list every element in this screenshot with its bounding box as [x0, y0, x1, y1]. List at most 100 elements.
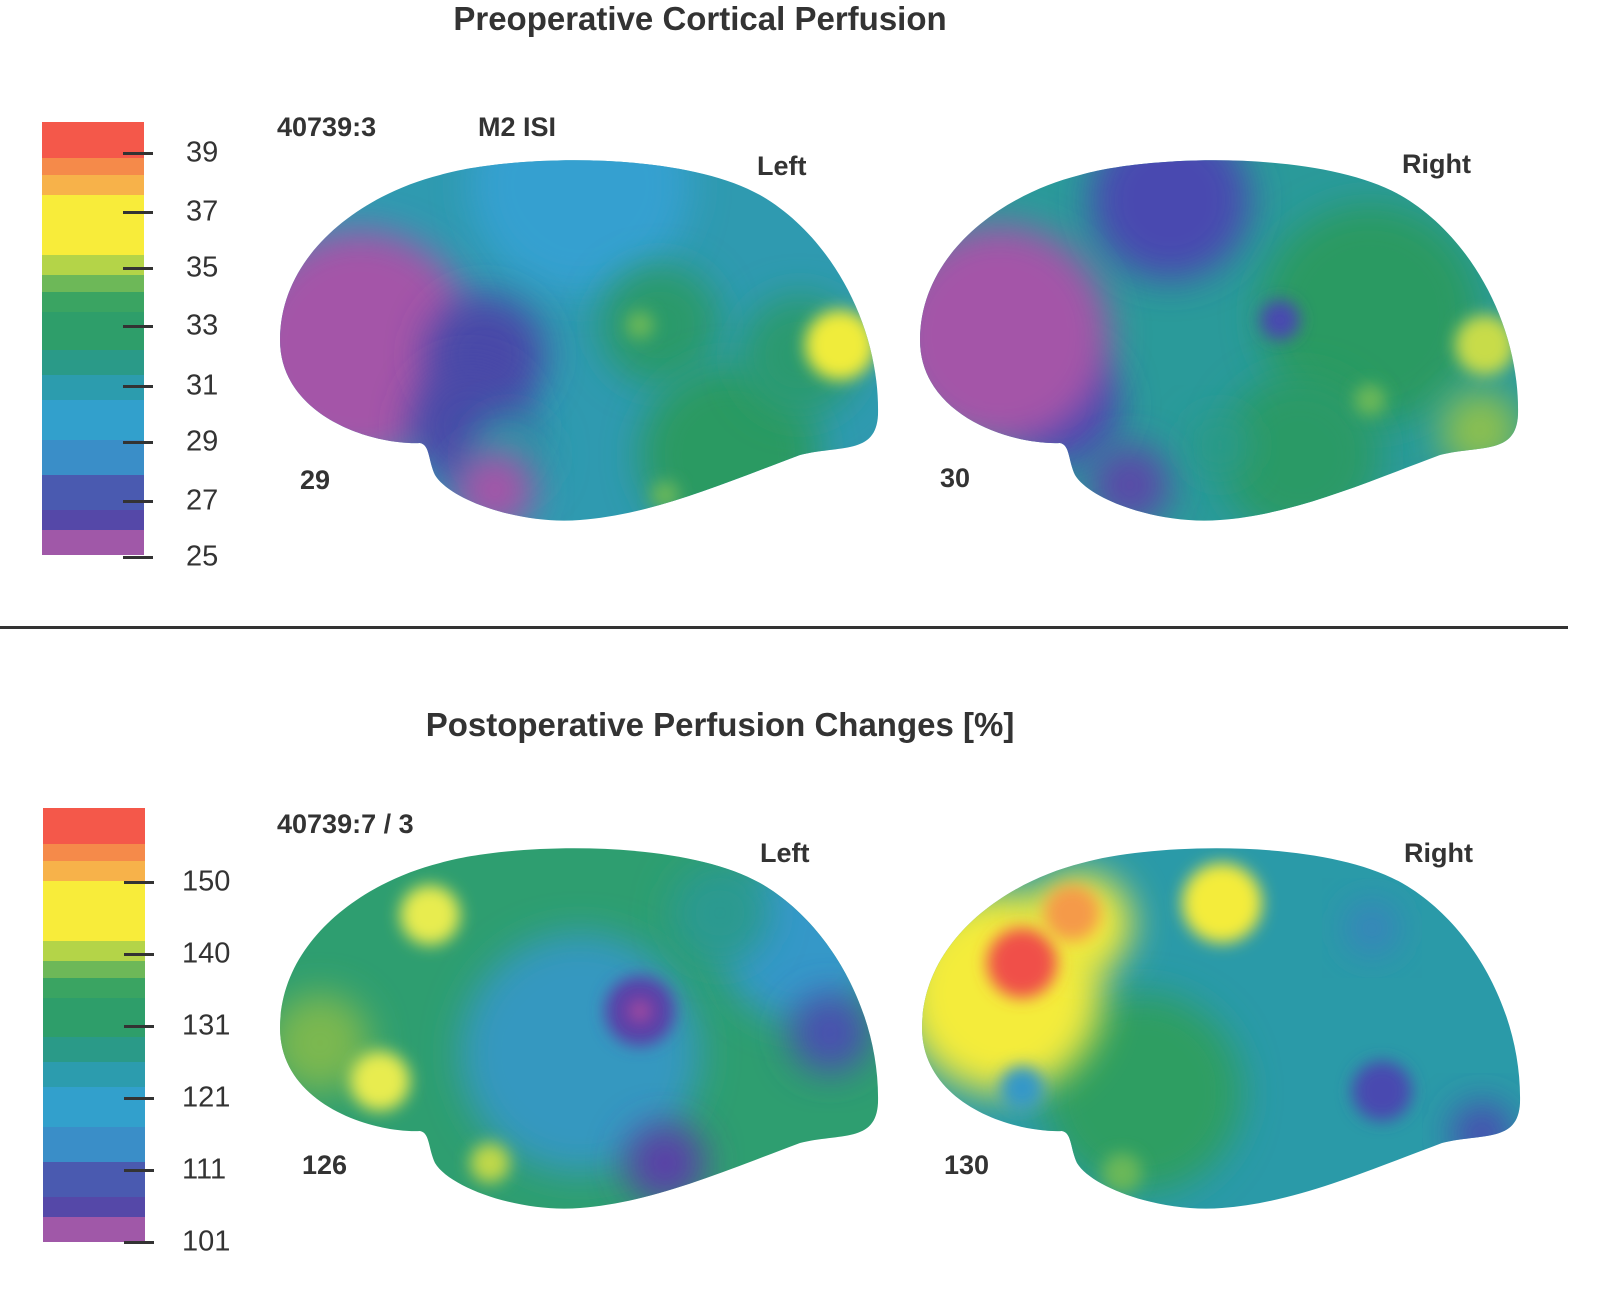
brain-map-postop-left	[280, 848, 879, 1209]
colorbar-band	[43, 941, 145, 962]
colorbar-tick-label: 27	[186, 484, 219, 517]
colorbar-band	[42, 400, 144, 440]
colorbar-tick	[123, 152, 153, 155]
perfusion-region	[1182, 863, 1262, 943]
colorbar-band	[43, 1126, 145, 1162]
perfusion-region	[625, 1123, 705, 1203]
perfusion-region	[1190, 415, 1250, 475]
perfusion-region	[920, 225, 1110, 445]
perfusion-region	[1452, 1103, 1512, 1163]
colorbar-tick-label: 111	[182, 1153, 227, 1186]
perfusion-region	[1455, 315, 1515, 375]
perfusion-region	[350, 1051, 410, 1111]
brain-map-preop-left	[280, 160, 879, 521]
colorbar-tick-label: 37	[186, 195, 219, 228]
perfusion-region	[1090, 445, 1170, 521]
colorbar-band	[43, 808, 145, 845]
colorbar-band	[43, 861, 145, 882]
colorbar-tick-label: 121	[182, 1081, 231, 1114]
colorbar-preoperative	[42, 122, 144, 555]
colorbar-tick-label: 140	[182, 937, 231, 970]
colorbar-tick	[124, 1025, 154, 1028]
colorbar-band	[43, 844, 145, 862]
perfusion-region	[400, 885, 460, 945]
colorbar-band	[42, 440, 144, 475]
colorbar-tick	[123, 267, 153, 270]
map-value-right: 30	[940, 463, 971, 493]
colorbar-band	[43, 1061, 145, 1087]
colorbar-tick-label: 150	[182, 865, 231, 898]
scan-id-label: 40739:3	[277, 112, 377, 142]
colorbar-band	[42, 158, 144, 175]
panel-title-postoperative: Postoperative Perfusion Changes [%]	[425, 706, 1015, 743]
perfusion-region	[1042, 993, 1242, 1193]
perfusion-region	[1347, 903, 1397, 953]
colorbar-tick-label: 29	[186, 425, 219, 458]
perfusion-region	[790, 993, 870, 1073]
perfusion-region	[1260, 205, 1480, 425]
hemisphere-label-right: Right	[1404, 838, 1473, 868]
colorbar-band	[43, 961, 145, 979]
colorbar-tick	[123, 500, 153, 503]
perfusion-region	[280, 993, 370, 1093]
colorbar-band	[43, 1196, 145, 1217]
colorbar-postoperative	[43, 808, 145, 1243]
perfusion-region	[470, 160, 690, 295]
colorbar-band	[42, 350, 144, 375]
colorbar-tick-label: 33	[186, 309, 219, 342]
colorbar-tick-label: 101	[182, 1225, 231, 1258]
colorbar-tick-label: 39	[186, 136, 219, 169]
colorbar-band	[42, 530, 144, 555]
perfusion-region	[987, 928, 1057, 998]
colorbar-tick	[123, 325, 153, 328]
brain-map-preop-right	[920, 160, 1519, 521]
brain-map-postop-right	[922, 848, 1521, 1209]
colorbar-band	[43, 998, 145, 1037]
hemisphere-label-right: Right	[1402, 149, 1471, 179]
perfusion-region	[470, 1143, 510, 1183]
perfusion-region	[1090, 160, 1250, 280]
perfusion-region	[1352, 1061, 1412, 1121]
perfusion-region	[651, 481, 679, 509]
colorbar-tick	[123, 385, 153, 388]
colorbar-band	[42, 292, 144, 312]
colorbar-tick	[123, 441, 153, 444]
colorbar-tick	[124, 1241, 154, 1244]
hemisphere-label-left: Left	[757, 151, 807, 181]
scan-id-label: 40739:7 / 3	[277, 809, 414, 839]
map-value-left: 126	[302, 1150, 348, 1180]
map-value-right: 130	[944, 1150, 990, 1180]
colorbar-band	[42, 312, 144, 350]
hemisphere-label-left: Left	[760, 838, 810, 868]
perfusion-region	[670, 863, 770, 963]
colorbar-band	[42, 255, 144, 275]
panel-title-preoperative: Preoperative Cortical Perfusion	[453, 0, 947, 37]
colorbar-tick	[123, 211, 153, 214]
colorbar-band	[43, 1036, 145, 1062]
colorbar-band	[42, 275, 144, 292]
perfusion-region	[1102, 1153, 1142, 1193]
colorbar-band	[43, 1216, 145, 1243]
colorbar-tick-label: 31	[186, 369, 219, 402]
perfusion-region	[1000, 1066, 1044, 1110]
colorbar-tick-label: 35	[186, 251, 219, 284]
colorbar-tick	[124, 1169, 154, 1172]
map-value-left: 29	[300, 465, 331, 495]
perfusion-region	[600, 265, 720, 385]
colorbar-band	[43, 881, 145, 942]
perfusion-region	[805, 310, 875, 380]
colorbar-band	[42, 175, 144, 195]
colorbar-tick	[124, 1097, 154, 1100]
colorbar-band	[43, 978, 145, 999]
perfusion-region	[628, 999, 652, 1023]
perfusion-region	[626, 311, 654, 339]
colorbar-band	[43, 1086, 145, 1127]
panel-divider	[0, 626, 1568, 629]
colorbar-tick	[123, 556, 153, 559]
colorbar-band	[42, 475, 144, 510]
perfusion-region	[1354, 384, 1386, 416]
colorbar-band	[42, 195, 144, 255]
method-label: M2 ISI	[478, 112, 557, 142]
colorbar-band	[42, 510, 144, 530]
